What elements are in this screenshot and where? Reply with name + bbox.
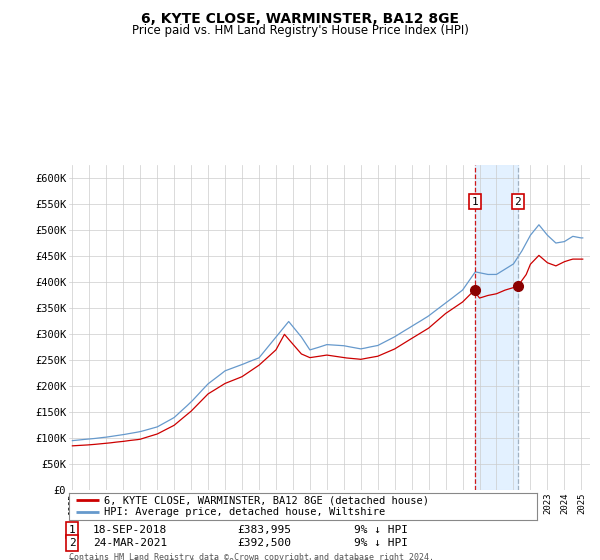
Text: 6, KYTE CLOSE, WARMINSTER, BA12 8GE: 6, KYTE CLOSE, WARMINSTER, BA12 8GE	[141, 12, 459, 26]
Text: 6, KYTE CLOSE, WARMINSTER, BA12 8GE (detached house): 6, KYTE CLOSE, WARMINSTER, BA12 8GE (det…	[104, 495, 429, 505]
Text: Contains HM Land Registry data © Crown copyright and database right 2024.: Contains HM Land Registry data © Crown c…	[69, 553, 434, 560]
Text: 9% ↓ HPI: 9% ↓ HPI	[354, 538, 408, 548]
Text: This data is licensed under the Open Government Licence v3.0.: This data is licensed under the Open Gov…	[69, 558, 374, 560]
Text: 1: 1	[68, 525, 76, 535]
Text: 9% ↓ HPI: 9% ↓ HPI	[354, 525, 408, 535]
Text: HPI: Average price, detached house, Wiltshire: HPI: Average price, detached house, Wilt…	[104, 507, 385, 517]
Text: 18-SEP-2018: 18-SEP-2018	[93, 525, 167, 535]
Text: 2: 2	[68, 538, 76, 548]
Text: 2: 2	[514, 197, 521, 207]
Text: £392,500: £392,500	[237, 538, 291, 548]
Text: £383,995: £383,995	[237, 525, 291, 535]
Text: Price paid vs. HM Land Registry's House Price Index (HPI): Price paid vs. HM Land Registry's House …	[131, 24, 469, 37]
Text: 24-MAR-2021: 24-MAR-2021	[93, 538, 167, 548]
Bar	[475, 165, 518, 490]
Text: 1: 1	[472, 197, 479, 207]
